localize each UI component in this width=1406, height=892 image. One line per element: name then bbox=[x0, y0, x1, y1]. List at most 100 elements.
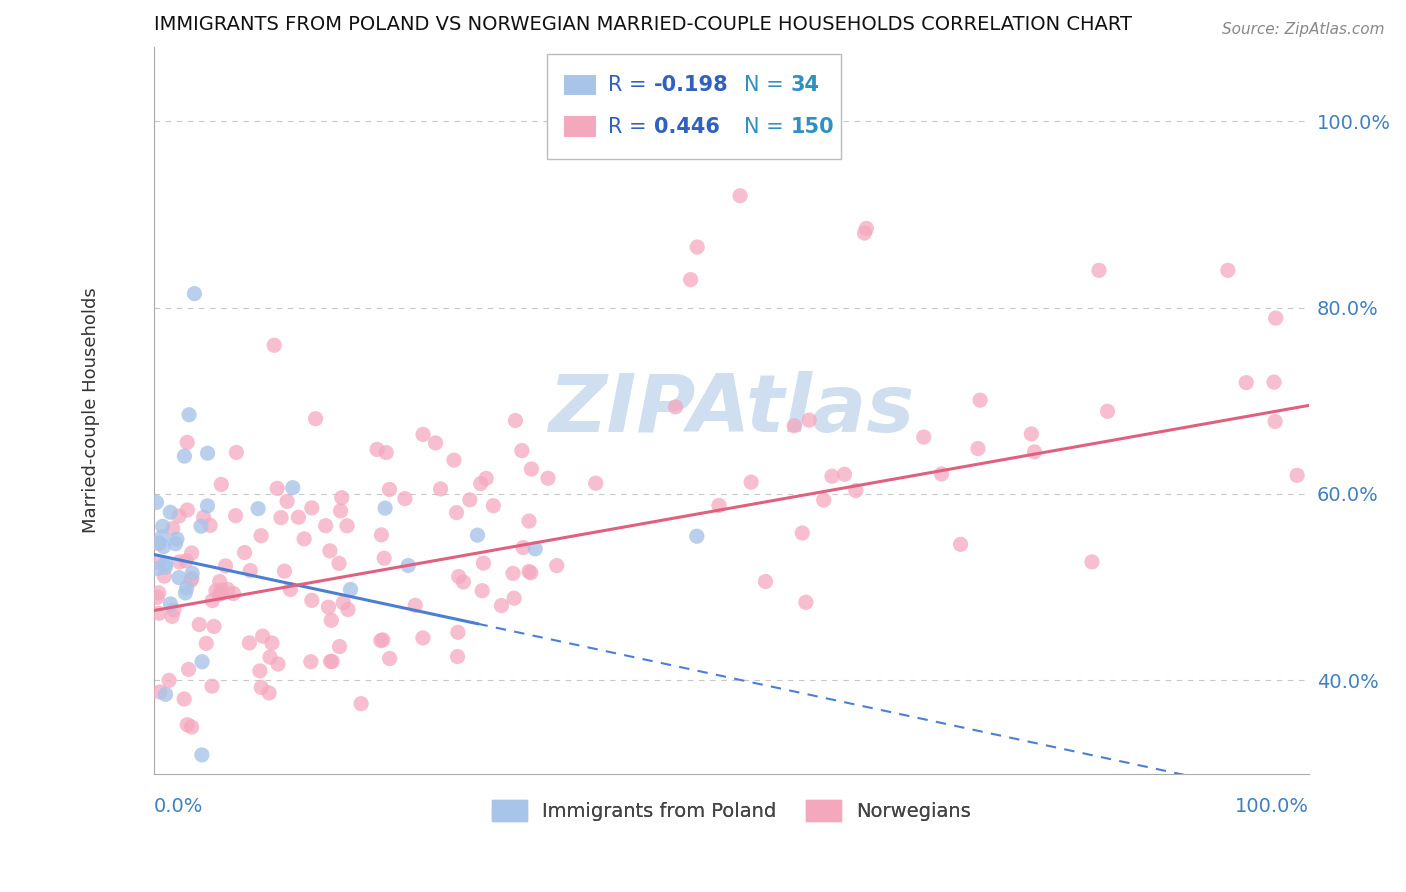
Point bbox=[167, 508, 190, 523]
Point bbox=[1021, 426, 1043, 441]
Point bbox=[503, 591, 526, 606]
Point bbox=[299, 655, 322, 669]
Point bbox=[373, 551, 395, 566]
Point bbox=[211, 582, 233, 597]
Point bbox=[370, 528, 392, 542]
Point bbox=[222, 586, 245, 600]
Point bbox=[512, 541, 534, 555]
Point bbox=[585, 476, 607, 491]
Point bbox=[292, 532, 315, 546]
Point bbox=[287, 510, 309, 524]
Point bbox=[321, 613, 343, 627]
Point bbox=[270, 510, 292, 524]
Text: R =: R = bbox=[607, 75, 654, 95]
Point bbox=[247, 501, 270, 516]
Point bbox=[370, 633, 392, 648]
Point bbox=[740, 475, 762, 490]
Point bbox=[453, 574, 475, 589]
Point bbox=[146, 591, 169, 605]
Point bbox=[173, 449, 195, 463]
Point bbox=[853, 226, 876, 240]
Point bbox=[378, 651, 401, 665]
Point bbox=[202, 619, 225, 633]
Point bbox=[1097, 404, 1119, 418]
Point bbox=[318, 600, 340, 615]
Point bbox=[280, 582, 302, 597]
Text: Source: ZipAtlas.com: Source: ZipAtlas.com bbox=[1222, 22, 1385, 37]
Point bbox=[162, 522, 184, 536]
Point bbox=[1264, 415, 1286, 429]
Point bbox=[150, 530, 173, 544]
FancyBboxPatch shape bbox=[564, 117, 596, 136]
Point bbox=[152, 519, 174, 533]
Point bbox=[233, 545, 256, 559]
Point bbox=[190, 519, 212, 533]
Point bbox=[176, 435, 198, 450]
Point bbox=[201, 679, 224, 693]
Point bbox=[180, 574, 202, 588]
Text: N =: N = bbox=[744, 75, 790, 95]
Point bbox=[517, 565, 540, 579]
Point bbox=[931, 467, 953, 481]
Text: 0.0%: 0.0% bbox=[155, 797, 204, 816]
Legend: Immigrants from Poland, Norwegians: Immigrants from Poland, Norwegians bbox=[484, 792, 979, 830]
Point bbox=[198, 518, 221, 533]
Point bbox=[447, 625, 470, 640]
Point bbox=[520, 566, 543, 580]
Text: -0.198: -0.198 bbox=[654, 75, 728, 95]
Point bbox=[225, 445, 247, 459]
Point bbox=[792, 526, 814, 541]
Point bbox=[1264, 311, 1286, 326]
Text: Married-couple Households: Married-couple Households bbox=[82, 287, 100, 533]
Point bbox=[257, 686, 280, 700]
Point bbox=[177, 408, 200, 422]
Point bbox=[969, 393, 991, 408]
Point bbox=[394, 491, 416, 506]
Text: 150: 150 bbox=[790, 117, 834, 136]
Point bbox=[412, 427, 434, 442]
Text: IMMIGRANTS FROM POLAND VS NORWEGIAN MARRIED-COUPLE HOUSEHOLDS CORRELATION CHART: IMMIGRANTS FROM POLAND VS NORWEGIAN MARR… bbox=[155, 15, 1132, 34]
Point bbox=[949, 537, 972, 551]
Point bbox=[537, 471, 560, 485]
Point bbox=[250, 681, 273, 695]
Point bbox=[209, 477, 232, 491]
Point bbox=[304, 411, 326, 425]
Point bbox=[252, 629, 274, 643]
Point bbox=[208, 587, 231, 601]
Point bbox=[332, 596, 354, 610]
Point bbox=[821, 469, 844, 483]
Point bbox=[176, 503, 198, 517]
Point bbox=[1024, 445, 1046, 459]
FancyBboxPatch shape bbox=[564, 75, 596, 95]
Point bbox=[165, 537, 187, 551]
Point bbox=[472, 556, 495, 570]
Point bbox=[429, 482, 451, 496]
Point bbox=[1088, 263, 1111, 277]
Point bbox=[266, 481, 288, 495]
Point bbox=[517, 514, 540, 528]
Point bbox=[174, 554, 197, 568]
Point bbox=[163, 603, 186, 617]
Point bbox=[319, 654, 342, 668]
Point bbox=[470, 476, 492, 491]
Point bbox=[180, 546, 202, 560]
Point bbox=[912, 430, 935, 444]
Point bbox=[471, 583, 494, 598]
Point bbox=[214, 558, 236, 573]
Point bbox=[404, 599, 426, 613]
Point bbox=[217, 582, 239, 597]
Point bbox=[339, 582, 361, 597]
Point bbox=[188, 617, 211, 632]
Point bbox=[664, 400, 686, 414]
Text: N =: N = bbox=[744, 117, 790, 136]
Point bbox=[259, 650, 281, 665]
Point bbox=[505, 413, 527, 427]
Point bbox=[1263, 375, 1285, 389]
Point bbox=[1286, 468, 1309, 483]
Point bbox=[160, 609, 183, 624]
Point bbox=[679, 272, 702, 286]
Point bbox=[155, 557, 177, 571]
Text: R =: R = bbox=[607, 117, 654, 136]
Point bbox=[146, 536, 169, 550]
Point bbox=[319, 544, 342, 558]
